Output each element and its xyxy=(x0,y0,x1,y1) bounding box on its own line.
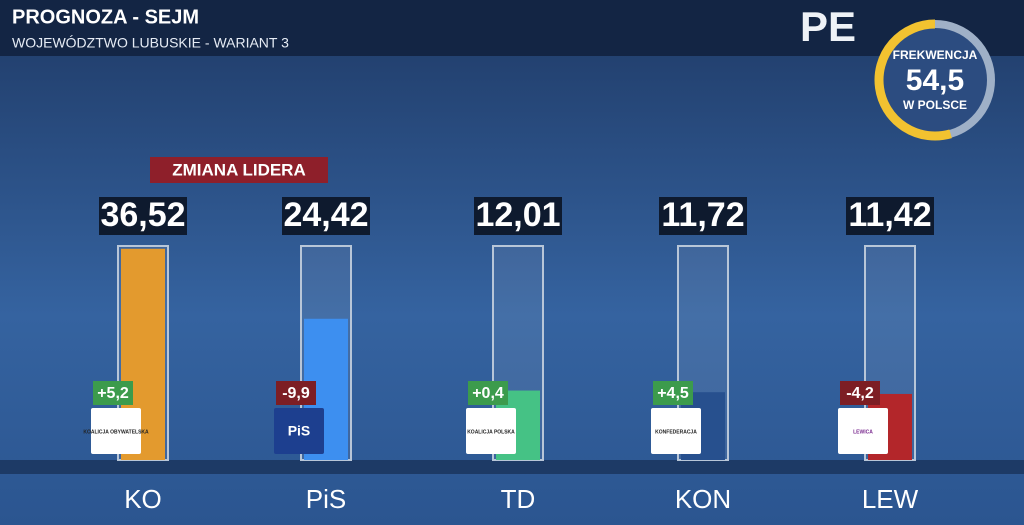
value-label: 11,72 xyxy=(661,196,744,234)
change-label: -4,2 xyxy=(846,385,874,402)
value-label: 36,52 xyxy=(100,196,185,234)
change-label: +5,2 xyxy=(97,385,129,402)
change-badge xyxy=(653,381,693,405)
party-logo-text: KONFEDERACJA xyxy=(655,429,697,435)
value-label: 11,42 xyxy=(848,196,931,234)
change-label: +4,5 xyxy=(657,385,689,402)
value-label-box xyxy=(99,197,187,235)
change-badge xyxy=(93,381,133,405)
party-logo-text: KOALICJA POLSKA xyxy=(467,429,515,435)
change-badge xyxy=(468,381,508,405)
floor xyxy=(0,460,1024,474)
brand-logo: PE xyxy=(800,3,856,50)
header xyxy=(0,0,1024,56)
turnout-value: 54,5 xyxy=(906,64,964,97)
x-tick-label: KON xyxy=(675,484,731,514)
party-logo xyxy=(274,408,324,454)
value-label: 12,01 xyxy=(475,196,560,234)
change-label: -9,9 xyxy=(282,385,310,402)
turnout-note: W POLSCE xyxy=(903,98,967,112)
change-label: +0,4 xyxy=(472,385,504,402)
party-logo-text: PiS xyxy=(288,423,311,439)
value-label-box xyxy=(846,197,934,235)
x-tick-label: LEW xyxy=(862,484,919,514)
value-label-box xyxy=(659,197,747,235)
party-logo xyxy=(651,408,701,454)
annotation-box xyxy=(150,157,328,183)
change-badge xyxy=(840,381,880,405)
change-badge xyxy=(276,381,316,405)
annotation: ZMIANA LIDERA xyxy=(172,160,305,179)
party-logo xyxy=(838,408,888,454)
party-logo xyxy=(466,408,516,454)
subtitle: WOJEWÓDZTWO LUBUSKIE - WARIANT 3 xyxy=(12,35,289,51)
turnout-arc xyxy=(874,19,952,141)
party-logo-text: KOALICJA OBYWATELSKA xyxy=(83,429,149,435)
party-logo xyxy=(91,408,141,454)
x-tick-label: PiS xyxy=(306,484,346,514)
value-label-box xyxy=(282,197,370,235)
value-label-box xyxy=(474,197,562,235)
title: PROGNOZA - SEJM xyxy=(12,6,199,28)
x-tick-label: KO xyxy=(124,484,162,514)
value-label: 24,42 xyxy=(283,196,368,234)
party-logo-text: LEWICA xyxy=(853,429,873,435)
turnout-label: FREKWENCJA xyxy=(893,48,978,62)
x-tick-label: TD xyxy=(501,484,536,514)
